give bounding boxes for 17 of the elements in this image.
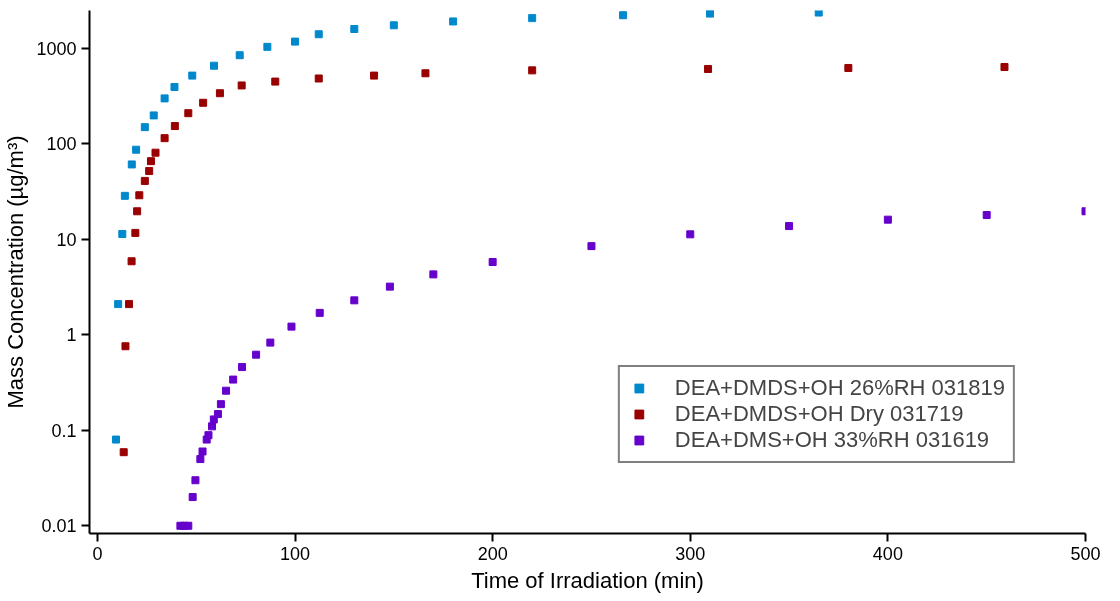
legend-label: DEA+DMS+OH 33%RH 031619	[674, 427, 990, 453]
y-tick-label: 1000	[36, 38, 77, 59]
x-tick-label: 0	[92, 543, 103, 564]
y-tick-label: 0.1	[51, 420, 77, 441]
legend-label: DEA+DMDS+OH Dry 031719	[674, 401, 964, 427]
x-tick-label: 400	[872, 543, 903, 564]
x-tick-label: 200	[477, 543, 508, 564]
y-tick-label: 100	[46, 134, 77, 155]
x-tick-label: 100	[280, 543, 311, 564]
y-tick-label: 10	[56, 229, 77, 250]
x-tick-label: 500	[1070, 543, 1101, 564]
x-axis-title: Time of Irradiation (min)	[471, 567, 704, 593]
x-tick-label: 300	[675, 543, 706, 564]
legend-label: DEA+DMDS+OH 26%RH 031819	[674, 375, 1005, 401]
y-axis-title: Mass Concentration (µg/m³)	[3, 135, 29, 409]
y-tick-label: 0.01	[41, 516, 77, 537]
y-tick-label: 1	[66, 325, 77, 346]
